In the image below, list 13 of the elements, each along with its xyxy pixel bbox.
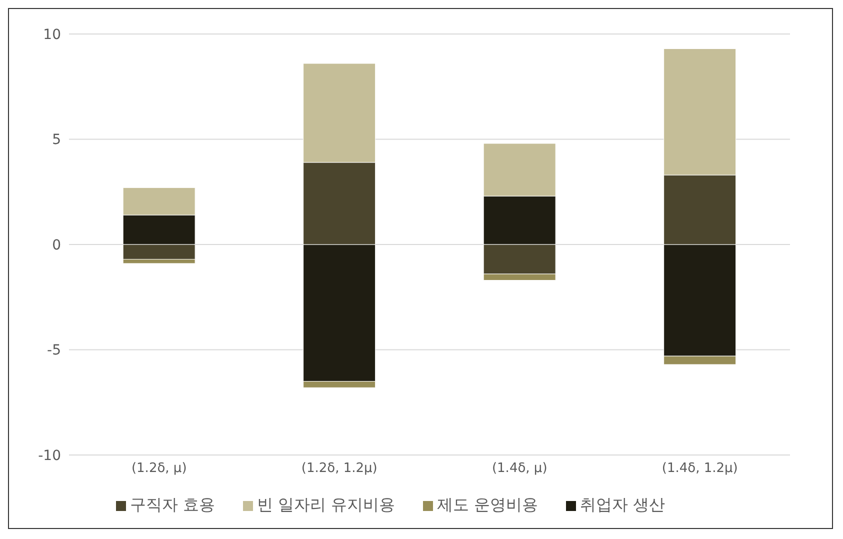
y-tick-label: -10	[38, 448, 61, 464]
y-tick-label: 10	[43, 26, 61, 43]
legend-label: 구직자 효용	[130, 495, 215, 514]
y-tick-label: -5	[47, 342, 61, 359]
x-tick-label: (1.4δ, μ)	[492, 461, 548, 476]
y-tick-label: 5	[52, 132, 61, 148]
y-tick-label: 0	[52, 237, 61, 254]
legend-label: 제도 운영비용	[437, 495, 538, 514]
legend-label: 취업자 생산	[580, 495, 666, 514]
x-tick-label: (1.2δ, μ)	[131, 461, 187, 476]
legend-label: 빈 일자리 유지비용	[256, 495, 396, 514]
x-tick-label: (1.2δ, 1.2μ)	[301, 461, 378, 476]
x-tick-label: (1.4δ, 1.2μ)	[662, 461, 738, 476]
